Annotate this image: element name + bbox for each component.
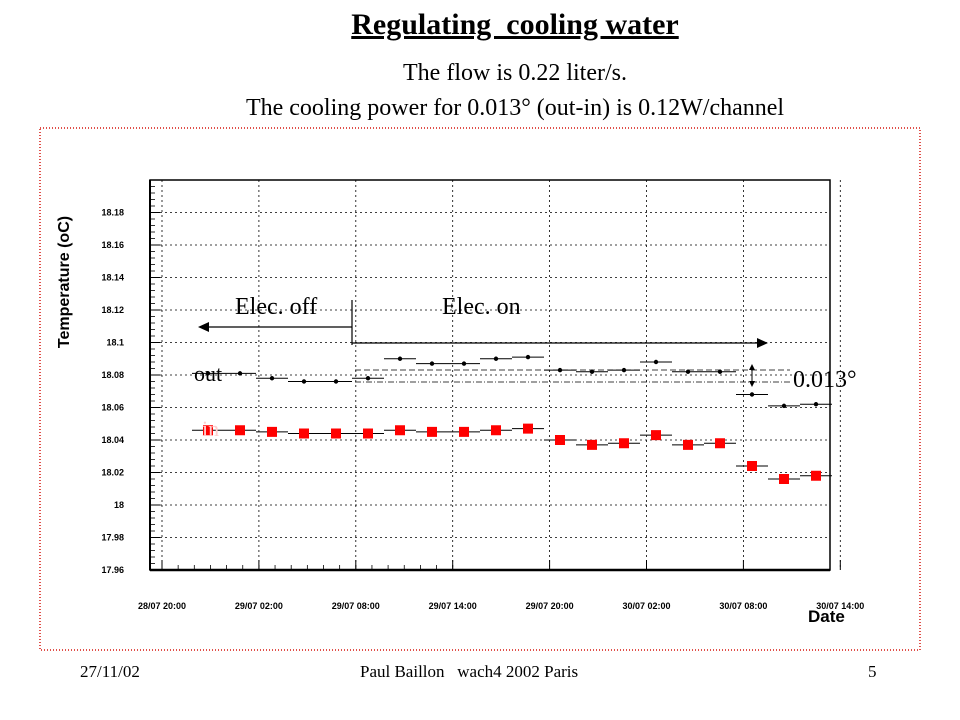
in-point (747, 461, 757, 471)
out-point (365, 376, 371, 381)
in-point (299, 428, 309, 439)
in-point (491, 425, 501, 436)
out-point (461, 361, 467, 366)
footer-page-number: 5 (868, 662, 877, 681)
x-tick-label: 29/07 02:00 (235, 601, 283, 611)
in-point (331, 428, 341, 439)
elec-off-label: Elec. off (235, 294, 317, 320)
in-point (363, 428, 373, 439)
y-tick-label: 17.98 (101, 533, 124, 543)
in-point (235, 425, 245, 436)
delta-bracket-top-head (749, 364, 755, 370)
in-point (555, 435, 565, 445)
in-point (267, 426, 277, 437)
y-tick-label: 18.16 (101, 240, 124, 250)
y-tick-label: 18.12 (101, 305, 124, 315)
y-tick-label: 18.02 (101, 468, 124, 478)
in-point (651, 430, 661, 441)
x-tick-label: 30/07 08:00 (719, 601, 767, 611)
slide-subtitle-power: The cooling power for 0.013° (out-in) is… (245, 95, 785, 121)
slide-title: Regulating cooling water (351, 8, 679, 41)
out-point (301, 379, 307, 384)
x-tick-label: 30/07 14:00 (816, 601, 864, 611)
x-tick-label: 29/07 08:00 (332, 601, 380, 611)
out-point (749, 392, 755, 397)
out-point (205, 371, 211, 376)
footer-date: 27/11/02 (80, 662, 140, 681)
delta-label: 0.013° (793, 367, 857, 393)
out-series-label: out (194, 361, 222, 386)
y-tick-label: 18.08 (101, 370, 124, 380)
y-tick-label: 18 (114, 500, 124, 510)
y-axis-title: Temperature (oC) (56, 216, 73, 348)
y-tick-label: 18.14 (101, 273, 124, 283)
elec-off-arrowhead (198, 322, 209, 332)
elec-on-arrowhead (757, 338, 768, 348)
in-point (427, 426, 437, 437)
out-point (429, 361, 435, 366)
out-point (685, 369, 691, 374)
in-point (715, 438, 725, 449)
out-point (525, 354, 531, 360)
in-point (395, 425, 405, 436)
in-point (619, 438, 629, 449)
chart-frame (39, 127, 921, 651)
chart-content: 17.96 17.98 18 18.02 18.04 18.06 18.08 18.1 18.1… (56, 179, 864, 626)
slide-subtitle-flow: The flow is 0.22 liter/s. (403, 60, 627, 86)
in-series-label: in (202, 416, 219, 441)
footer-author: Paul Baillon wach4 2002 Paris (360, 662, 579, 681)
out-point (557, 367, 563, 373)
in-point (587, 439, 597, 450)
x-axis-title: Date (808, 607, 845, 626)
out-point (269, 376, 275, 381)
y-tick-label: 18.04 (101, 435, 124, 445)
in-point (459, 426, 469, 437)
out-point (621, 367, 627, 373)
out-point (333, 379, 339, 384)
out-point (717, 369, 723, 374)
in-point (811, 470, 821, 481)
out-point (589, 369, 595, 374)
in-point (203, 425, 213, 436)
out-point (397, 356, 403, 361)
elec-on-label: Elec. on (442, 294, 521, 320)
out-point (781, 403, 787, 409)
x-tick-label: 29/07 14:00 (429, 601, 477, 611)
x-tick-label: 29/07 20:00 (526, 601, 574, 611)
y-tick-label: 18.1 (106, 338, 124, 348)
out-point (493, 356, 499, 361)
delta-bracket-bottom-head (749, 381, 755, 387)
out-point (653, 359, 659, 365)
y-tick-label: 18.06 (101, 403, 124, 413)
y-tick-label: 17.96 (101, 565, 124, 575)
x-tick-label: 30/07 02:00 (622, 601, 670, 611)
in-point (523, 423, 533, 434)
in-point (683, 439, 693, 450)
x-tick-label: 28/07 20:00 (138, 601, 186, 611)
out-point (237, 371, 243, 376)
out-point (813, 402, 819, 407)
in-point (779, 474, 789, 484)
y-tick-label: 18.18 (101, 208, 124, 218)
